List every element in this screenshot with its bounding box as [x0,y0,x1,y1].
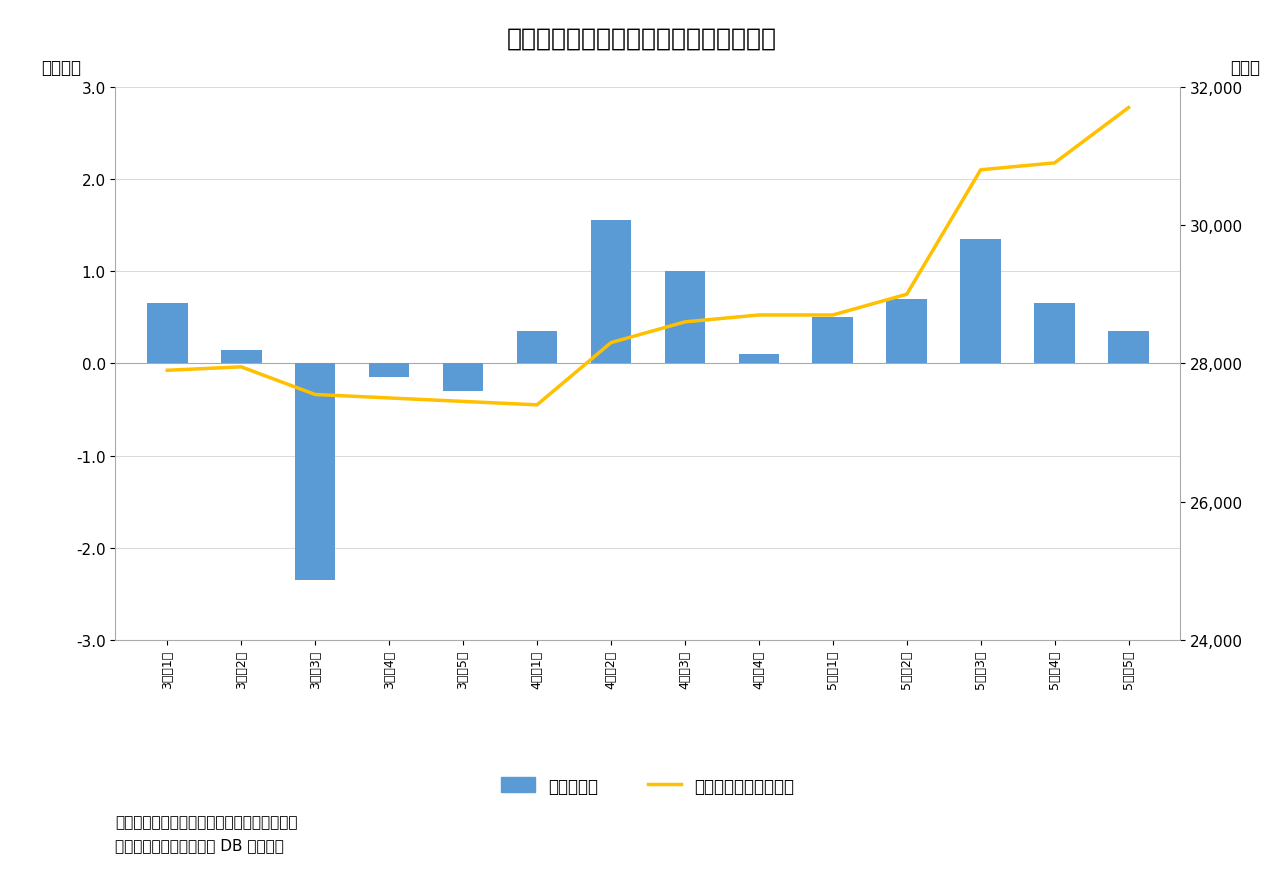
Bar [295,364,335,581]
Bar [368,364,409,378]
Bar [221,350,262,364]
Bar [1109,332,1150,364]
Bar [961,239,1001,364]
Text: （注）海外投賄家の現物と先物の合計、週次: （注）海外投賄家の現物と先物の合計、週次 [115,814,298,829]
Bar [739,354,779,364]
Text: （円）: （円） [1230,59,1260,76]
Bar [812,317,853,364]
Legend: 海外投賄家, 日経平均株価（右軸）: 海外投賄家, 日経平均株価（右軸） [494,770,802,802]
Bar [590,221,631,364]
Bar [1034,304,1075,364]
Text: （資料）ニッセイ基础研 DB から作成: （資料）ニッセイ基础研 DB から作成 [115,838,285,852]
Bar [517,332,557,364]
Text: 図表２　海外投賄家は９週連続買い越し: 図表２ 海外投賄家は９週連続買い越し [507,26,776,50]
Bar [887,299,928,364]
Text: （兆円）: （兆円） [41,59,81,76]
Bar [146,304,187,364]
Bar [665,272,706,364]
Bar [443,364,484,391]
